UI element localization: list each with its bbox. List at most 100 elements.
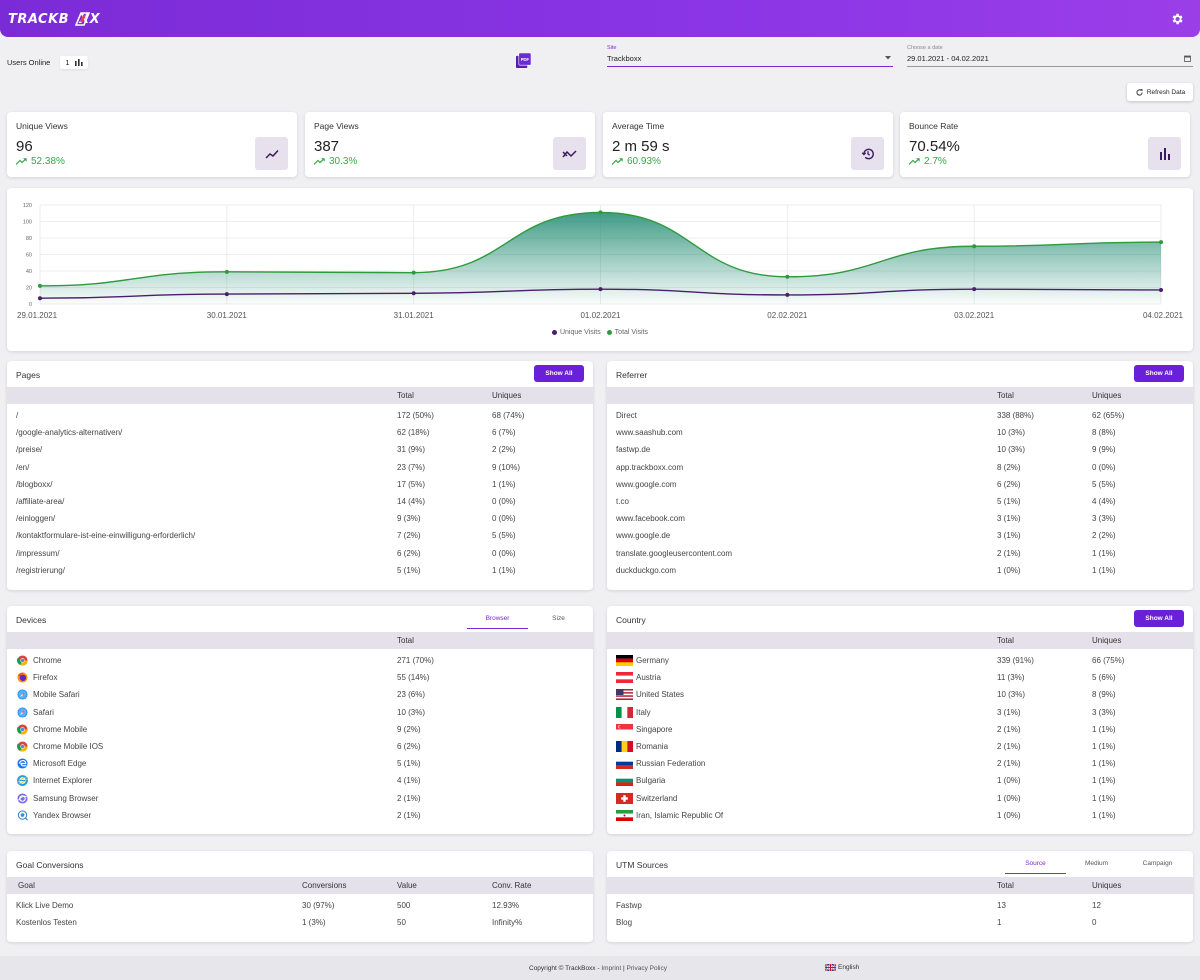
- table-row[interactable]: /kontaktformulare-ist-eine-einwilligung-…: [7, 527, 593, 544]
- calendar-icon[interactable]: [1184, 55, 1191, 62]
- refresh-data-button[interactable]: Refresh Data: [1127, 83, 1193, 101]
- privacy-policy-link[interactable]: Privacy Policy: [626, 965, 667, 972]
- table-row[interactable]: app.trackboxx.com 8 (2%) 0 (0%): [607, 459, 1193, 476]
- tab-source[interactable]: Source: [1005, 857, 1066, 874]
- uniques-value: 5 (6%): [1092, 673, 1116, 683]
- country-name: Singapore: [636, 724, 673, 734]
- legend-item-total-visits[interactable]: Total Visits: [606, 329, 648, 336]
- table-row[interactable]: Austria 11 (3%) 5 (6%): [607, 669, 1193, 686]
- table-row[interactable]: Direct 338 (88%) 62 (65%): [607, 407, 1193, 424]
- uniques-value: 2 (2%): [1092, 531, 1116, 541]
- flag-de-icon: [616, 655, 633, 666]
- gear-icon[interactable]: [1170, 12, 1184, 26]
- total-value: 2 (1%): [397, 793, 421, 803]
- table-row[interactable]: Mobile Safari 23 (6%): [7, 686, 593, 703]
- table-row[interactable]: Romania 2 (1%) 1 (1%): [607, 738, 1193, 755]
- table-row[interactable]: /affiliate-area/14 (4%) 0 (0%): [7, 493, 593, 510]
- pages-show-all-button[interactable]: Show All: [534, 365, 584, 382]
- referrer-source: translate.googleusercontent.com: [616, 548, 733, 558]
- country-name: Italy: [636, 707, 651, 717]
- table-row[interactable]: www.facebook.com 3 (1%) 3 (3%): [607, 510, 1193, 527]
- table-row[interactable]: Singapore 2 (1%) 1 (1%): [607, 721, 1193, 738]
- table-row[interactable]: Blog 1 0: [607, 914, 1193, 931]
- table-row[interactable]: Chrome Mobile IOS 6 (2%): [7, 738, 593, 755]
- flag-sg-icon: [616, 723, 633, 735]
- stat-value: 387: [314, 138, 340, 155]
- table-row[interactable]: Fastwp 13 12: [607, 897, 1193, 914]
- imprint-link[interactable]: Imprint: [601, 965, 622, 972]
- tab-size[interactable]: Size: [552, 615, 565, 622]
- pdf-icon[interactable]: PDF: [516, 53, 531, 68]
- country-show-all-button[interactable]: Show All: [1134, 610, 1184, 627]
- table-row[interactable]: Klick Live Demo 30 (97%) 500 12.93%: [7, 897, 593, 914]
- table-row[interactable]: Chrome 271 (70%): [7, 652, 593, 669]
- uniques-value: 0 (0%): [492, 514, 516, 524]
- table-row[interactable]: Iran, Islamic Republic Of 1 (0%) 1 (1%): [607, 807, 1193, 824]
- column-header-conv-rate: Conv. Rate: [492, 881, 532, 890]
- table-row[interactable]: Kostenlos Testen 1 (3%) 50 Infinity%: [7, 914, 593, 931]
- firefox-icon: [17, 672, 28, 683]
- table-row[interactable]: duckduckgo.com 1 (0%) 1 (1%): [607, 562, 1193, 579]
- stat-value: 70.54%: [909, 138, 960, 155]
- utm-tabs: Source Medium Campaign: [1005, 857, 1188, 874]
- table-row[interactable]: Firefox 55 (14%): [7, 669, 593, 686]
- table-row[interactable]: /einloggen/9 (3%) 0 (0%): [7, 510, 593, 527]
- utm-table-header: Total Uniques: [607, 877, 1193, 894]
- date-picker[interactable]: Choose a date 29.01.2021 - 04.02.2021: [907, 45, 1193, 67]
- users-online-count: 1: [65, 58, 70, 67]
- table-row[interactable]: fastwp.de 10 (3%) 9 (9%): [607, 441, 1193, 458]
- table-row[interactable]: Bulgaria 1 (0%) 1 (1%): [607, 772, 1193, 789]
- table-row[interactable]: www.google.de 3 (1%) 2 (2%): [607, 527, 1193, 544]
- table-row[interactable]: Yandex Browser 2 (1%): [7, 807, 593, 824]
- table-row[interactable]: /google-analytics-alternativen/62 (18%) 6…: [7, 424, 593, 441]
- table-row[interactable]: Samsung Browser 2 (1%): [7, 790, 593, 807]
- stat-label: Average Time: [612, 121, 665, 131]
- table-row[interactable]: Germany 339 (91%) 66 (75%): [607, 652, 1193, 669]
- country-name: Romania: [636, 742, 669, 751]
- goals-title: Goal Conversions: [16, 860, 84, 870]
- uniques-value: 66 (75%): [1092, 656, 1125, 665]
- table-row[interactable]: Safari 10 (3%): [7, 704, 593, 721]
- users-online-badge[interactable]: 1: [60, 56, 88, 69]
- total-value: 31 (9%): [397, 445, 426, 455]
- uniques-value: 0 (0%): [492, 497, 516, 506]
- table-row[interactable]: /registrierung/5 (1%) 1 (1%): [7, 562, 593, 579]
- table-row[interactable]: www.saashub.com 10 (3%) 8 (8%): [607, 424, 1193, 441]
- table-row[interactable]: /en/23 (7%) 9 (10%): [7, 459, 593, 476]
- table-row[interactable]: Italy 3 (1%) 3 (3%): [607, 704, 1193, 721]
- table-row[interactable]: Russian Federation 2 (1%) 1 (1%): [607, 755, 1193, 772]
- utm-source: Blog: [616, 918, 633, 928]
- table-row[interactable]: /blogboxx/17 (5%) 1 (1%): [7, 476, 593, 493]
- stat-value: 96: [16, 138, 33, 155]
- table-row[interactable]: www.google.com 6 (2%) 5 (5%): [607, 476, 1193, 493]
- uniques-value: 1 (1%): [1092, 810, 1116, 820]
- table-row[interactable]: Microsoft Edge 5 (1%): [7, 755, 593, 772]
- table-row[interactable]: Switzerland 1 (0%) 1 (1%): [607, 790, 1193, 807]
- stat-card-page-views: Page Views 387 30.3%: [305, 112, 595, 177]
- footer-links: Copyright © TrackBoxx - Imprint | Privac…: [529, 965, 667, 972]
- goal-value: 500: [397, 901, 411, 910]
- legend-item-unique-visits[interactable]: Unique Visits: [551, 329, 601, 336]
- table-row[interactable]: /impressum/6 (2%) 0 (0%): [7, 545, 593, 562]
- table-row[interactable]: United States 10 (3%) 8 (9%): [607, 686, 1193, 703]
- uniques-value: 62 (65%): [1092, 411, 1125, 420]
- tab-campaign[interactable]: Campaign: [1142, 860, 1173, 867]
- table-row[interactable]: Internet Explorer 4 (1%): [7, 772, 593, 789]
- table-row[interactable]: /preise/31 (9%) 2 (2%): [7, 441, 593, 458]
- referrer-show-all-button[interactable]: Show All: [1134, 365, 1184, 382]
- language-switcher[interactable]: English: [825, 964, 859, 971]
- table-row[interactable]: / 172 (50%) 68 (74%): [7, 407, 593, 424]
- x-tick-label: 29.01.2021: [17, 311, 58, 320]
- table-row[interactable]: Chrome Mobile 9 (2%): [7, 721, 593, 738]
- safari-icon: [17, 689, 28, 700]
- referrer-title: Referrer: [616, 370, 648, 380]
- x-tick-label: 04.02.2021: [1143, 311, 1184, 320]
- table-row[interactable]: t.co 5 (1%) 4 (4%): [607, 493, 1193, 510]
- site-select[interactable]: Site Trackboxx: [607, 45, 893, 67]
- stat-icon-box: [553, 137, 586, 170]
- column-header-uniques: Uniques: [1092, 391, 1122, 400]
- stat-label: Unique Views: [16, 121, 68, 131]
- table-row[interactable]: translate.googleusercontent.com 2 (1%) 1 (…: [607, 545, 1193, 562]
- tab-browser[interactable]: Browser: [467, 612, 528, 629]
- tab-medium[interactable]: Medium: [1084, 860, 1109, 867]
